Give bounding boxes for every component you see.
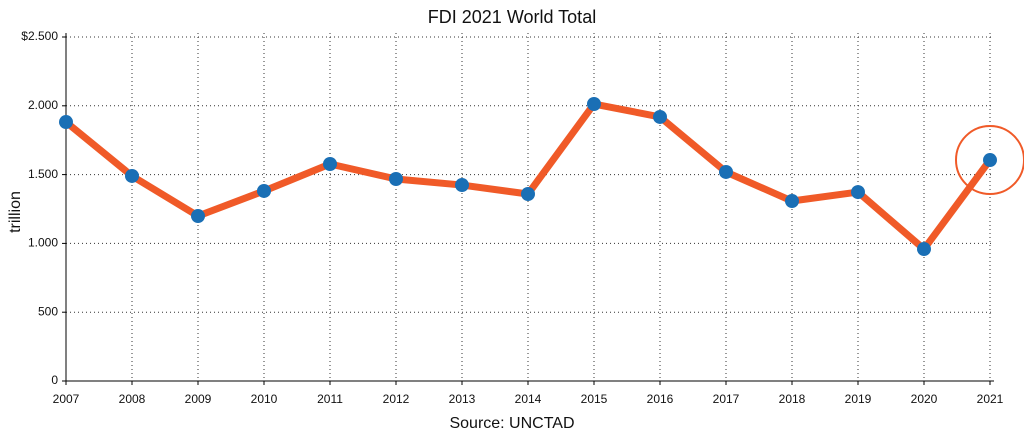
highlight-ring (955, 125, 1024, 196)
x-tick-label: 2009 (185, 392, 212, 406)
x-tick-label: 2017 (713, 392, 740, 406)
data-point (521, 187, 535, 202)
data-point (917, 242, 931, 257)
x-tick-label: 2013 (449, 392, 476, 406)
y-tick-label: 1.000 (28, 236, 58, 250)
data-point (389, 172, 403, 187)
data-point (257, 183, 271, 198)
x-tick-label: 2015 (581, 392, 608, 406)
x-tick-label: 2020 (911, 392, 938, 406)
data-point (455, 178, 469, 193)
x-tick-label: 2007 (53, 392, 80, 406)
chart-title: FDI 2021 World Total (428, 7, 596, 27)
y-tick-label: $2.500 (21, 29, 58, 43)
data-point (125, 168, 139, 183)
y-tick-label: 0 (51, 373, 58, 387)
x-tick-label: 2012 (383, 392, 410, 406)
data-point (59, 115, 73, 130)
x-tick-label: 2011 (317, 392, 343, 406)
y-tick-label: 500 (38, 304, 58, 318)
y-axis-title: trillion (7, 191, 24, 233)
x-tick-label: 2008 (119, 392, 146, 406)
y-tick-label: 2.000 (28, 98, 58, 112)
y-tick-label: 1.500 (28, 167, 58, 181)
data-point (323, 157, 337, 172)
x-axis-title: Source: UNCTAD (449, 415, 574, 432)
data-point (653, 109, 667, 124)
data-point (191, 209, 205, 224)
data-point (587, 97, 601, 112)
x-tick-label: 2010 (251, 392, 278, 406)
data-point (785, 194, 799, 209)
x-tick-label: 2014 (515, 392, 542, 406)
x-tick-label: 2021 (977, 392, 1004, 406)
data-point (851, 185, 865, 200)
data-point (719, 164, 733, 179)
data-point (983, 153, 997, 168)
x-tick-label: 2016 (647, 392, 674, 406)
x-tick-label: 2019 (845, 392, 872, 406)
x-tick-label: 2018 (779, 392, 806, 406)
